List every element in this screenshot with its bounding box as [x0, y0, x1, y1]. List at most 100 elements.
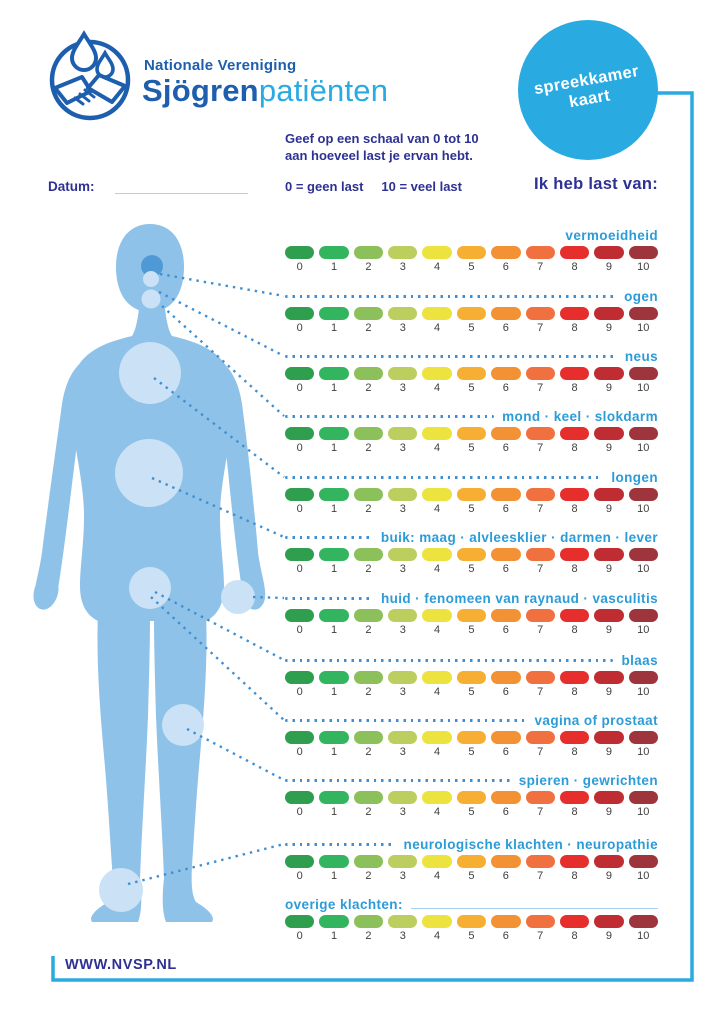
scale-pill-6[interactable]	[491, 488, 521, 501]
scale-pill-4[interactable]	[422, 488, 452, 501]
scale-pill-2[interactable]	[353, 671, 384, 684]
scale-pill-1[interactable]	[319, 488, 349, 501]
date-write-in-line[interactable]	[115, 178, 248, 194]
scale-pill-3[interactable]	[388, 246, 418, 259]
scale-pill-7[interactable]	[525, 731, 555, 744]
scale-pill-5[interactable]	[456, 609, 487, 622]
scale-pill-3[interactable]	[388, 671, 418, 684]
scale-pill-9[interactable]	[594, 855, 624, 868]
scale-pill-9[interactable]	[594, 246, 624, 259]
scale-pill-9[interactable]	[594, 791, 624, 804]
scale-pill-9[interactable]	[594, 671, 624, 684]
scale-pill-2[interactable]	[353, 731, 384, 744]
scale-pill-10[interactable]	[628, 731, 658, 744]
scale-pill-0[interactable]	[285, 915, 315, 928]
scale-pill-5[interactable]	[456, 731, 487, 744]
scale-pill-4[interactable]	[422, 427, 452, 440]
scale-pill-8[interactable]	[559, 731, 590, 744]
scale-pill-9[interactable]	[594, 307, 624, 320]
scale-pill-10[interactable]	[628, 855, 658, 868]
scale-pill-7[interactable]	[525, 548, 555, 561]
scale-pill-7[interactable]	[525, 427, 555, 440]
scale-pill-10[interactable]	[628, 427, 658, 440]
scale-pill-8[interactable]	[559, 791, 590, 804]
scale-pill-8[interactable]	[559, 915, 590, 928]
scale-pill-5[interactable]	[456, 488, 487, 501]
scale-pill-4[interactable]	[422, 855, 452, 868]
scale-pill-3[interactable]	[388, 855, 418, 868]
scale-pill-4[interactable]	[422, 307, 452, 320]
scale-pill-4[interactable]	[422, 548, 452, 561]
scale-pill-7[interactable]	[525, 791, 555, 804]
scale-pill-6[interactable]	[491, 609, 521, 622]
scale-pill-4[interactable]	[422, 609, 452, 622]
scale-pill-10[interactable]	[628, 367, 658, 380]
scale-pill-9[interactable]	[594, 427, 624, 440]
scale-pill-0[interactable]	[285, 731, 315, 744]
scale-pill-10[interactable]	[628, 671, 658, 684]
scale-pill-9[interactable]	[594, 915, 624, 928]
scale-pill-1[interactable]	[319, 791, 349, 804]
scale-pill-3[interactable]	[388, 609, 418, 622]
scale-pill-0[interactable]	[285, 855, 315, 868]
scale-pill-2[interactable]	[353, 855, 384, 868]
scale-pill-6[interactable]	[491, 855, 521, 868]
scale-pill-8[interactable]	[559, 488, 590, 501]
scale-pill-8[interactable]	[559, 246, 590, 259]
scale-pill-3[interactable]	[388, 488, 418, 501]
scale-pill-1[interactable]	[319, 671, 349, 684]
scale-pill-5[interactable]	[456, 548, 487, 561]
scale-pill-6[interactable]	[491, 548, 521, 561]
scale-pill-7[interactable]	[525, 855, 555, 868]
scale-pill-10[interactable]	[628, 915, 658, 928]
scale-pill-9[interactable]	[594, 548, 624, 561]
scale-pill-2[interactable]	[353, 488, 384, 501]
scale-pill-9[interactable]	[594, 367, 624, 380]
scale-pill-4[interactable]	[422, 731, 452, 744]
scale-pill-5[interactable]	[456, 915, 487, 928]
scale-pill-3[interactable]	[388, 731, 418, 744]
scale-pill-9[interactable]	[594, 609, 624, 622]
scale-pill-0[interactable]	[285, 367, 315, 380]
scale-pill-3[interactable]	[388, 915, 418, 928]
scale-pill-5[interactable]	[456, 791, 487, 804]
scale-pill-3[interactable]	[388, 548, 418, 561]
scale-pill-6[interactable]	[491, 791, 521, 804]
scale-pill-10[interactable]	[628, 548, 658, 561]
scale-pill-7[interactable]	[525, 671, 555, 684]
scale-pill-2[interactable]	[353, 609, 384, 622]
scale-pill-10[interactable]	[628, 791, 658, 804]
scale-pill-7[interactable]	[525, 307, 555, 320]
scale-pill-4[interactable]	[422, 367, 452, 380]
scale-pill-7[interactable]	[525, 246, 555, 259]
scale-pill-9[interactable]	[594, 731, 624, 744]
scale-pill-0[interactable]	[285, 246, 315, 259]
scale-pill-8[interactable]	[559, 548, 590, 561]
scale-pill-5[interactable]	[456, 427, 487, 440]
scale-pill-7[interactable]	[525, 367, 555, 380]
scale-pill-4[interactable]	[422, 246, 452, 259]
scale-pill-6[interactable]	[491, 367, 521, 380]
scale-pill-9[interactable]	[594, 488, 624, 501]
other-complaints-write-in-line[interactable]	[410, 896, 658, 909]
scale-pill-1[interactable]	[319, 609, 349, 622]
scale-pill-2[interactable]	[353, 548, 384, 561]
scale-pill-5[interactable]	[456, 855, 487, 868]
scale-pill-2[interactable]	[353, 367, 384, 380]
scale-pill-2[interactable]	[353, 246, 384, 259]
scale-pill-8[interactable]	[559, 671, 590, 684]
scale-pill-10[interactable]	[628, 609, 658, 622]
scale-pill-4[interactable]	[422, 671, 452, 684]
scale-pill-8[interactable]	[559, 609, 590, 622]
scale-pill-1[interactable]	[319, 367, 349, 380]
scale-pill-2[interactable]	[353, 307, 384, 320]
scale-pill-6[interactable]	[491, 731, 521, 744]
scale-pill-2[interactable]	[353, 791, 384, 804]
scale-pill-1[interactable]	[319, 855, 349, 868]
scale-pill-5[interactable]	[456, 367, 487, 380]
scale-pill-10[interactable]	[628, 246, 658, 259]
scale-pill-2[interactable]	[353, 915, 384, 928]
scale-pill-6[interactable]	[491, 671, 521, 684]
scale-pill-4[interactable]	[422, 915, 452, 928]
scale-pill-1[interactable]	[319, 915, 349, 928]
